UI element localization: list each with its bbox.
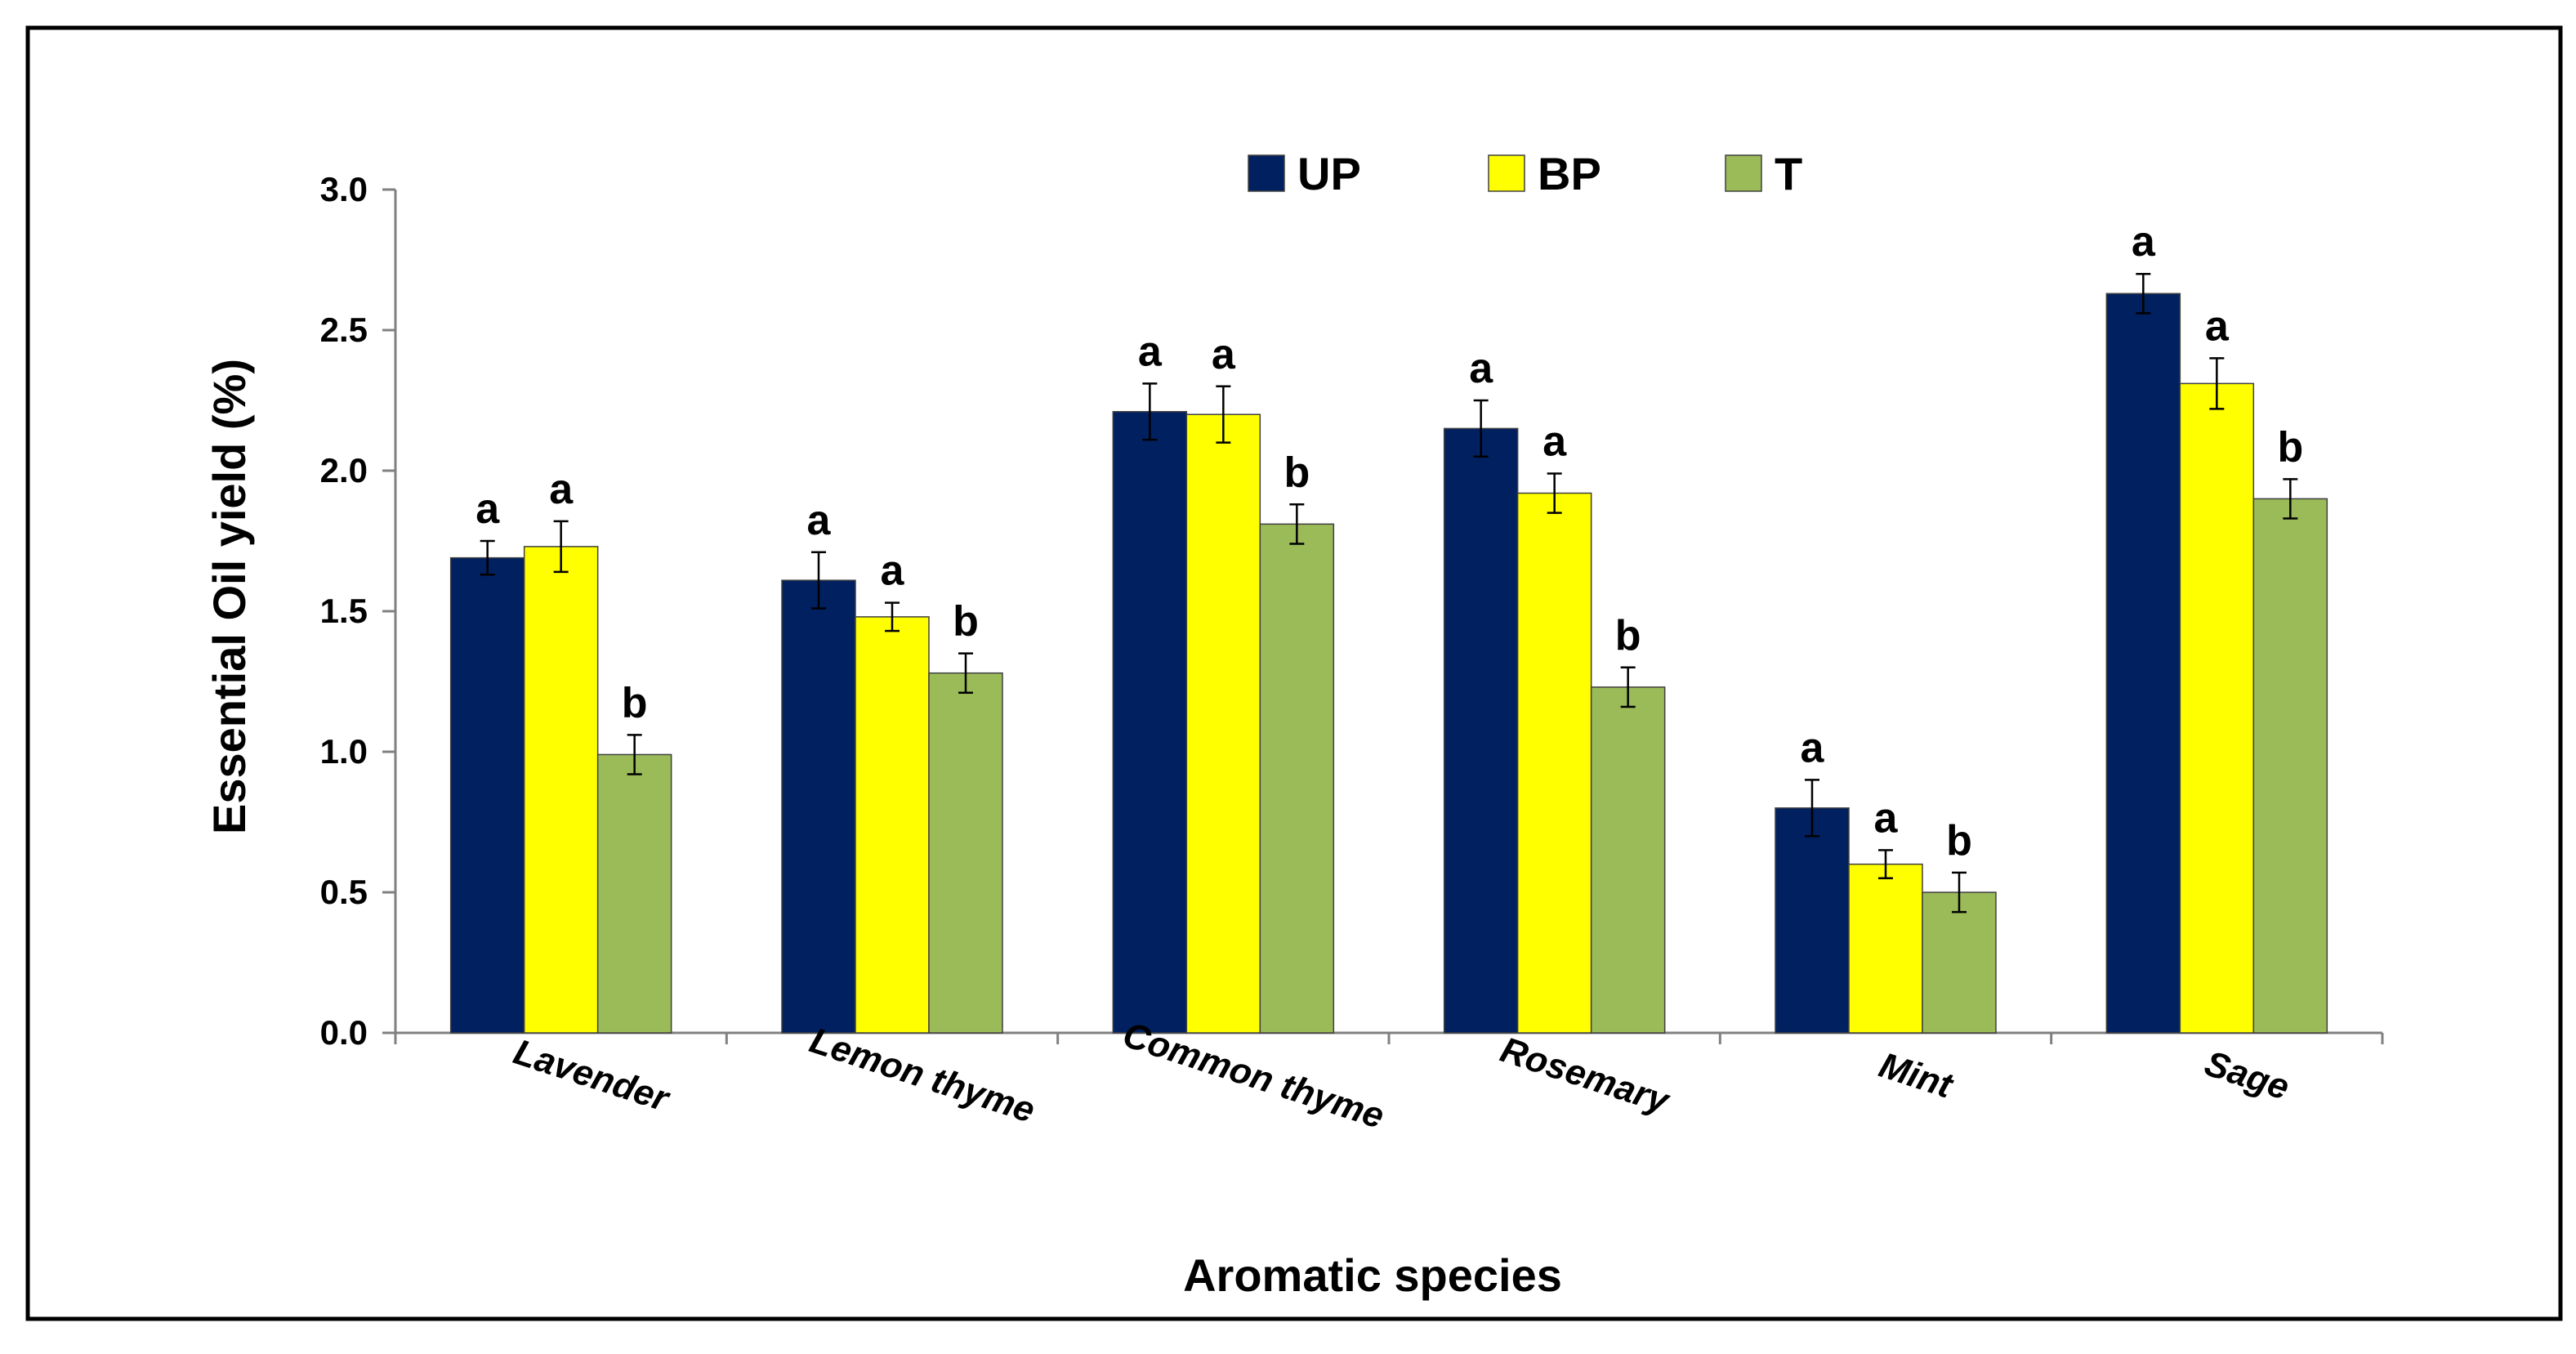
y-tick-label: 0.0 bbox=[320, 1013, 368, 1052]
x-axis-title: Aromatic species bbox=[1183, 1249, 1562, 1301]
bar-UP-rosemary bbox=[1443, 427, 1519, 1034]
significance-label: a bbox=[1542, 418, 1567, 465]
legend: UP BP T bbox=[1248, 148, 1802, 199]
significance-label: a bbox=[2132, 218, 2156, 266]
bar-T-lemon-thyme bbox=[928, 672, 1003, 1034]
bar-BP-lavender bbox=[523, 546, 599, 1034]
bar-BP-common-thyme bbox=[1185, 413, 1261, 1034]
significance-label: a bbox=[475, 485, 500, 533]
legend-label-bp: BP bbox=[1538, 148, 1601, 199]
y-tick-label: 2.5 bbox=[320, 311, 368, 349]
y-tick-label: 1.0 bbox=[320, 732, 368, 771]
significance-label: a bbox=[1212, 331, 1236, 378]
y-tick-label: 3.0 bbox=[320, 170, 368, 208]
significance-label: b bbox=[622, 679, 648, 726]
significance-label: a bbox=[549, 466, 574, 513]
legend-label-t: T bbox=[1775, 148, 1802, 199]
bar-UP-common-thyme bbox=[1112, 411, 1188, 1034]
bar-BP-rosemary bbox=[1516, 492, 1592, 1034]
legend-swatch-t bbox=[1725, 154, 1762, 192]
bar-T-mint bbox=[1922, 891, 1997, 1034]
bar-UP-lemon-thyme bbox=[781, 579, 856, 1034]
bar-T-sage bbox=[2252, 498, 2328, 1034]
significance-label: b bbox=[1284, 449, 1310, 496]
significance-label: a bbox=[1801, 724, 1825, 771]
bar-UP-lavender bbox=[449, 556, 525, 1034]
significance-label: b bbox=[2277, 423, 2303, 471]
bar-BP-sage bbox=[2179, 382, 2255, 1034]
significance-label: b bbox=[953, 598, 979, 646]
y-axis-title: Essential Oil yield (%) bbox=[203, 359, 255, 834]
y-tick-label: 0.5 bbox=[320, 873, 368, 911]
significance-label: a bbox=[1138, 328, 1163, 375]
significance-label: a bbox=[1874, 794, 1899, 842]
significance-label: a bbox=[2205, 302, 2230, 350]
legend-swatch-bp bbox=[1488, 154, 1525, 192]
bar-BP-lemon-thyme bbox=[855, 616, 930, 1034]
bar-T-lavender bbox=[596, 753, 672, 1034]
y-axis-title-group: Essential Oil yield (%) bbox=[203, 359, 255, 834]
significance-label: a bbox=[807, 497, 832, 544]
significance-label: b bbox=[1615, 612, 1641, 659]
y-tick-label: 2.0 bbox=[320, 451, 368, 489]
significance-label: a bbox=[881, 547, 905, 595]
bar-UP-mint bbox=[1775, 807, 1850, 1034]
bar-T-common-thyme bbox=[1259, 523, 1335, 1034]
y-tick-label: 1.5 bbox=[320, 592, 368, 630]
significance-label: a bbox=[1469, 345, 1493, 392]
bar-T-rosemary bbox=[1590, 686, 1666, 1034]
legend-swatch-up bbox=[1248, 154, 1285, 192]
significance-label: b bbox=[1946, 817, 1972, 865]
bar-BP-mint bbox=[1848, 863, 1923, 1034]
legend-label-up: UP bbox=[1297, 148, 1361, 199]
bar-UP-sage bbox=[2105, 293, 2181, 1034]
